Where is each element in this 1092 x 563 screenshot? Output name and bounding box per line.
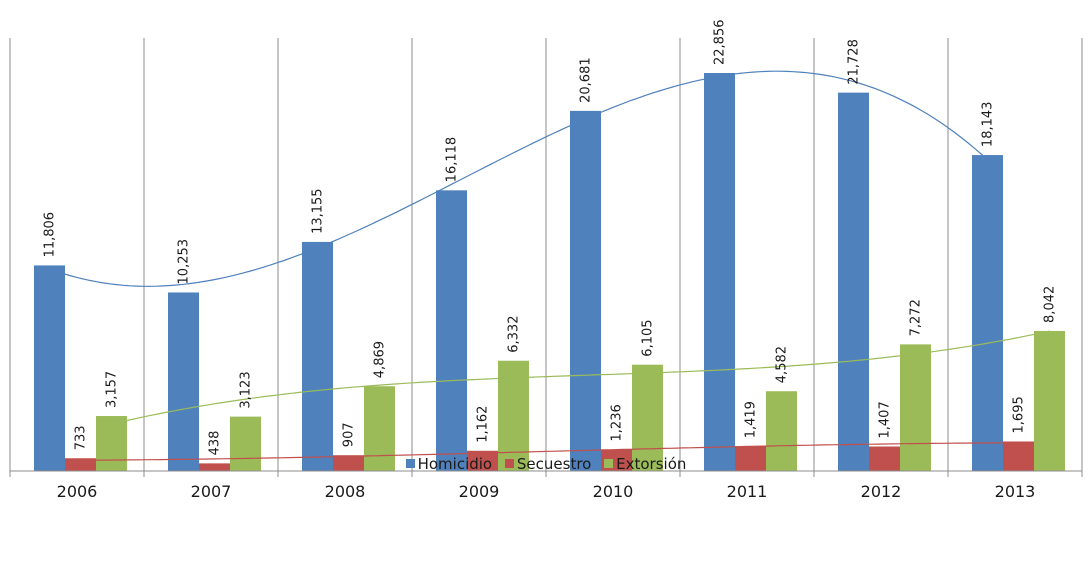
bar-homicidio-2012 — [838, 92, 869, 472]
trendline-secuestro — [80, 442, 1019, 461]
data-label: 16,118 — [445, 137, 460, 183]
bar-extorsin-2013 — [1034, 330, 1065, 471]
x-tick-label: 2006 — [57, 482, 98, 501]
data-label: 1,407 — [878, 401, 893, 438]
bar-homicidio-2011 — [704, 73, 735, 471]
legend-item-homicidio: Homicidio — [405, 455, 493, 473]
bar-extorsin-2008 — [364, 386, 395, 471]
bar-extorsin-2012 — [900, 344, 931, 471]
data-label: 6,332 — [507, 316, 522, 353]
legend-label-secuestro: Secuestro — [516, 455, 592, 473]
data-label: 438 — [208, 431, 223, 456]
data-label: 7,272 — [909, 299, 924, 336]
legend-swatch-secuestro — [504, 459, 514, 468]
legend-label-extorsion: Extorsión — [616, 455, 687, 473]
bar-secuestro-2009 — [467, 450, 498, 471]
bar-extorsin-2006 — [96, 416, 127, 471]
bar-homicidio-2013 — [972, 155, 1003, 471]
legend-item-secuestro: Secuestro — [504, 455, 592, 473]
data-label: 6,105 — [641, 319, 656, 356]
x-tick-label: 2010 — [593, 482, 634, 501]
bar-secuestro-2011 — [735, 446, 766, 471]
x-tick-label: 2009 — [459, 482, 500, 501]
bar-homicidio-2009 — [436, 190, 467, 471]
bar-secuestro-2012 — [869, 446, 900, 471]
bar-homicidio-2010 — [570, 110, 601, 471]
data-label: 1,695 — [1012, 396, 1027, 433]
data-label: 20,681 — [579, 57, 594, 103]
legend-swatch-homicidio — [405, 459, 415, 468]
trendline-extorsin — [111, 330, 1050, 425]
data-label: 1,419 — [744, 401, 759, 438]
bar-secuestro-2006 — [65, 458, 96, 471]
data-label: 907 — [342, 422, 357, 447]
bar-secuestro-2013 — [1003, 441, 1034, 471]
data-label: 4,582 — [775, 346, 790, 383]
data-label: 8,042 — [1043, 286, 1058, 323]
bar-extorsin-2011 — [766, 391, 797, 471]
data-label: 733 — [74, 425, 89, 450]
x-tick-label: 2008 — [325, 482, 366, 501]
data-label: 18,143 — [981, 102, 996, 148]
x-tick-label: 2007 — [191, 482, 232, 501]
bar-homicidio-2006 — [34, 265, 65, 471]
bar-homicidio-2007 — [168, 292, 199, 471]
data-label: 1,236 — [610, 404, 625, 441]
bar-homicidio-2008 — [302, 241, 333, 471]
data-label: 1,162 — [476, 406, 491, 443]
legend-item-extorsion: Extorsión — [604, 455, 686, 473]
bar-extorsin-2010 — [632, 364, 663, 471]
legend-label-homicidio: Homicidio — [417, 455, 493, 473]
data-label: 22,856 — [713, 20, 728, 66]
legend-swatch-extorsion — [604, 459, 614, 468]
data-label: 13,155 — [311, 188, 326, 234]
x-tick-label: 2011 — [727, 482, 768, 501]
bar-secuestro-2007 — [199, 463, 230, 471]
data-label: 11,806 — [43, 212, 58, 258]
x-tick-label: 2012 — [861, 482, 902, 501]
legend: Homicidio Secuestro Extorsión — [0, 455, 1092, 473]
bar-secuestro-2008 — [333, 455, 364, 471]
data-label: 10,253 — [177, 239, 192, 285]
data-label: 21,728 — [847, 39, 862, 85]
x-tick-label: 2013 — [995, 482, 1036, 501]
bar-extorsin-2007 — [230, 416, 261, 471]
data-label: 4,869 — [373, 341, 388, 378]
trendline-homicidio — [49, 70, 988, 287]
data-label: 3,123 — [239, 371, 254, 408]
data-label: 3,157 — [105, 371, 120, 408]
